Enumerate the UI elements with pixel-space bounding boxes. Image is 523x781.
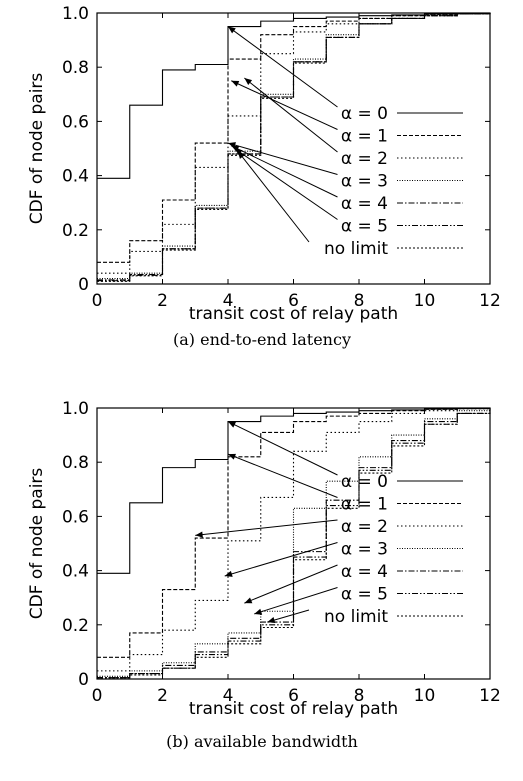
legend-arrow bbox=[224, 542, 338, 577]
x-tick-label: 12 bbox=[479, 686, 501, 706]
arrow-head bbox=[244, 597, 253, 604]
chart-caption: (a) end-to-end latency bbox=[173, 330, 351, 349]
arrow-head bbox=[195, 531, 203, 538]
legend-label: α = 1 bbox=[341, 127, 388, 147]
legend-label: α = 2 bbox=[341, 149, 388, 169]
x-tick-label: 8 bbox=[354, 291, 365, 311]
x-tick-label: 0 bbox=[92, 291, 103, 311]
x-tick-label: 12 bbox=[479, 291, 501, 311]
arrow-head bbox=[228, 26, 236, 34]
x-tick-label: 10 bbox=[414, 291, 436, 311]
y-tick-label: 0.6 bbox=[62, 507, 89, 527]
legend-label: α = 4 bbox=[341, 562, 388, 582]
legend-arrow bbox=[231, 145, 338, 198]
arrow-head bbox=[267, 617, 276, 624]
legend-label: α = 3 bbox=[341, 540, 388, 560]
arrow-head bbox=[244, 78, 253, 86]
legend-arrow bbox=[227, 26, 338, 108]
x-tick-label: 8 bbox=[354, 686, 365, 706]
legend-label: α = 3 bbox=[341, 172, 388, 192]
series-line bbox=[97, 408, 491, 679]
chart-b: 0 2 4 6 8 10 12 0 0.2 0.4 0.6 0.8 1.0 transit cost of… bbox=[27, 399, 501, 751]
arrow-head bbox=[254, 608, 263, 615]
legend-arrow bbox=[195, 519, 338, 536]
x-tick-label: 4 bbox=[223, 686, 234, 706]
legend-label: α = 5 bbox=[341, 585, 388, 605]
arrow-head bbox=[237, 151, 245, 159]
legend-label: α = 0 bbox=[341, 472, 388, 492]
x-tick-label: 0 bbox=[92, 686, 103, 706]
series-line bbox=[97, 408, 491, 679]
legend-label: α = 1 bbox=[341, 495, 388, 515]
y-tick-label: 0.2 bbox=[62, 221, 89, 241]
y-axis-label: CDF of node pairs bbox=[27, 73, 47, 225]
legend-arrow bbox=[244, 564, 338, 604]
x-axis-label: transit cost of relay path bbox=[189, 304, 398, 324]
legend-arrow bbox=[237, 150, 310, 243]
legend-label: α = 0 bbox=[341, 104, 388, 124]
y-tick-label: 0 bbox=[78, 670, 89, 690]
x-tick-label: 6 bbox=[288, 291, 299, 311]
legend-label: no limit bbox=[324, 239, 388, 259]
arrow-head bbox=[228, 453, 236, 460]
y-tick-label: 0.4 bbox=[62, 562, 89, 582]
series-line bbox=[97, 407, 491, 658]
series-line bbox=[97, 12, 491, 274]
arrow-head bbox=[224, 570, 233, 577]
x-tick-label: 2 bbox=[157, 291, 168, 311]
y-tick-label: 0.6 bbox=[62, 112, 89, 132]
y-tick-label: 0.4 bbox=[62, 167, 89, 187]
legend-arrow bbox=[234, 148, 338, 220]
x-tick-label: 6 bbox=[288, 686, 299, 706]
x-tick-label: 10 bbox=[414, 686, 436, 706]
legend-arrow bbox=[227, 453, 338, 498]
plot-frame bbox=[96, 407, 491, 680]
x-axis-label: transit cost of relay path bbox=[189, 699, 398, 719]
chart-caption: (b) available bandwidth bbox=[166, 732, 358, 751]
y-tick-label: 0.8 bbox=[62, 453, 89, 473]
series-line bbox=[97, 408, 491, 677]
legend-arrow bbox=[227, 421, 338, 476]
legend-arrow bbox=[254, 587, 338, 615]
legend-label: α = 5 bbox=[341, 217, 388, 237]
legend-arrow bbox=[227, 142, 338, 175]
y-tick-label: 1.0 bbox=[62, 399, 89, 419]
chart-a: 0 2 4 6 8 10 12 0 0.2 0.4 0.6 0.8 1.0 transit cost of… bbox=[27, 4, 501, 349]
x-tick-label: 2 bbox=[157, 686, 168, 706]
legend-label: no limit bbox=[324, 607, 388, 627]
legend-label: α = 2 bbox=[341, 517, 388, 537]
y-tick-label: 0 bbox=[78, 275, 89, 295]
arrow-head bbox=[231, 80, 240, 87]
legend-label: α = 4 bbox=[341, 194, 388, 214]
arrow-head bbox=[228, 421, 236, 428]
legend-arrow bbox=[231, 80, 338, 130]
y-tick-label: 1.0 bbox=[62, 4, 89, 24]
series-line bbox=[97, 12, 491, 263]
y-axis-label: CDF of node pairs bbox=[27, 468, 47, 620]
legend-arrow bbox=[244, 77, 338, 153]
y-tick-label: 0.2 bbox=[62, 616, 89, 636]
y-tick-label: 0.8 bbox=[62, 58, 89, 78]
x-tick-label: 4 bbox=[223, 291, 234, 311]
series-line bbox=[97, 408, 491, 672]
series-line bbox=[97, 408, 491, 679]
